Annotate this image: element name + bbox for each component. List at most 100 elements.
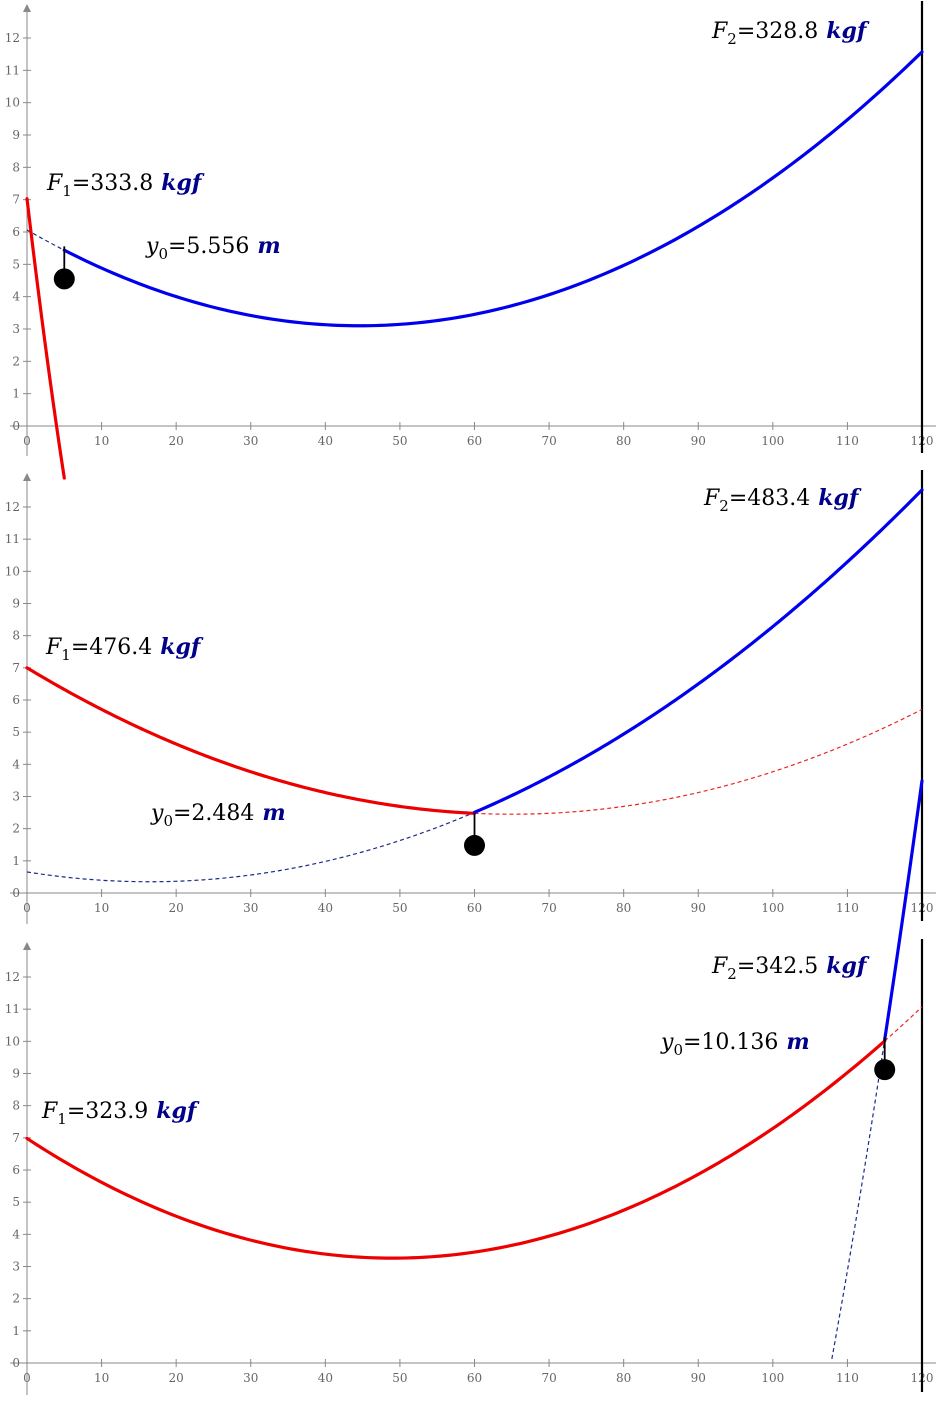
y-tick-label: 10 [5,96,20,110]
x-tick-label: 110 [836,1371,859,1385]
load-weight [464,834,485,856]
x-tick-label: 30 [243,1371,258,1385]
f2-tension-label-subscript: 2 [727,30,737,48]
y-tick-label: 9 [12,597,20,611]
y-tick-label: 11 [5,63,20,77]
x-tick-label: 50 [392,901,407,915]
x-tick-label: 70 [541,434,556,448]
x-tick-label: 70 [541,901,556,915]
right-cable-segment [883,779,924,1042]
x-tick-label: 60 [467,901,482,915]
y-tick-label: 6 [12,225,20,239]
x-tick-label: 80 [616,901,631,915]
y-tick-label: 10 [5,1034,20,1048]
f2-tension-label-unit: kgf [826,953,870,979]
f1-tension-label-unit: kgf [160,634,204,660]
y0-sag-label-unit: m [262,800,285,826]
y-axis-arrow [23,473,31,481]
y0-sag-label-symbol: y [145,234,159,259]
left-cable-segment [25,666,477,815]
f1-tension-label-symbol: F [45,635,62,660]
f2-tension-label-subscript: 2 [727,965,737,983]
x-tick-label: 50 [392,434,407,448]
f1-tension-label-unit: kgf [161,170,205,196]
y-tick-label: 11 [5,532,20,546]
y-tick-label: 3 [12,1260,20,1274]
left-cable-extension [474,708,923,815]
y-axis-arrow [23,942,31,950]
f2-tension-label: F2=342.5 kgf [711,953,870,983]
y-tick-label: 12 [5,31,20,45]
y-tick-label: 0 [12,1356,20,1370]
x-tick-label: 90 [691,901,706,915]
y-axis-arrow [23,4,31,12]
x-tick-label: 100 [761,901,784,915]
y0-sag-label-subscript: 0 [158,245,168,263]
y-tick-label: 11 [5,1002,20,1016]
y0-sag-label-value: =5.556 [168,234,249,259]
y-tick-label: 0 [12,419,20,433]
left-cable-extension [884,1006,923,1042]
y-tick-label: 2 [12,1292,20,1306]
x-tick-label: 60 [467,434,482,448]
load-weight [874,1059,896,1081]
x-tick-label: 20 [169,901,184,915]
x-tick-label: 90 [691,434,706,448]
y-tick-label: 9 [12,128,20,142]
x-tick-label: 30 [243,434,258,448]
right-cable-extension [26,229,65,251]
f2-tension-label-unit: kgf [818,485,862,511]
y-tick-label: 3 [12,322,20,336]
y-tick-label: 6 [12,693,20,707]
y-tick-label: 12 [5,500,20,514]
x-tick-label: 40 [318,901,333,915]
x-tick-label: 20 [169,434,184,448]
left-cable-segment [25,197,66,480]
x-tick-label: 60 [467,1371,482,1385]
x-tick-label: 50 [392,1371,407,1385]
f1-tension-label-subscript: 1 [61,646,71,664]
load-weight [53,268,75,290]
f2-tension-label: F2=328.8 kgf [711,18,870,48]
x-tick-label: 0 [23,1371,31,1385]
right-cable-extension [831,1039,886,1359]
y-tick-label: 4 [12,290,20,304]
f1-tension-label-subscript: 1 [57,1110,67,1128]
y-tick-label: 12 [5,970,20,984]
y-tick-label: 8 [12,629,20,643]
f2-tension-label-symbol: F [711,19,728,44]
y-tick-label: 0 [12,886,20,900]
y-tick-label: 7 [12,193,20,207]
f2-tension-label-unit: kgf [826,18,870,44]
f2-tension-label-symbol: F [711,954,728,979]
y0-sag-label-unit: m [786,1029,809,1055]
y-tick-label: 4 [12,757,20,771]
x-tick-label: 110 [836,901,859,915]
y-tick-label: 4 [12,1227,20,1241]
x-tick-label: 110 [836,434,859,448]
x-tick-label: 0 [23,434,31,448]
x-tick-label: 100 [761,434,784,448]
x-tick-label: 80 [616,1371,631,1385]
y0-sag-label-subscript: 0 [163,812,173,830]
x-tick-label: 90 [691,1371,706,1385]
f1-tension-label-value: =323.9 [67,1099,148,1124]
y-tick-label: 10 [5,564,20,578]
y-tick-label: 8 [12,160,20,174]
f1-tension-label: F1=476.4 kgf [45,634,204,664]
y-tick-label: 6 [12,1163,20,1177]
y-tick-label: 1 [12,387,20,401]
y0-sag-label-unit: m [257,233,280,259]
f2-tension-label-subscript: 2 [719,497,729,515]
y0-sag-label: y0=5.556 m [145,233,281,263]
y-tick-label: 5 [12,1195,20,1209]
f1-tension-label: F1=333.8 kgf [46,170,205,200]
y-tick-label: 8 [12,1099,20,1113]
y-tick-label: 1 [12,854,20,868]
y-tick-label: 2 [12,354,20,368]
y-tick-label: 3 [12,790,20,804]
x-tick-label: 0 [23,901,31,915]
f2-tension-label-value: =483.4 [729,486,810,511]
